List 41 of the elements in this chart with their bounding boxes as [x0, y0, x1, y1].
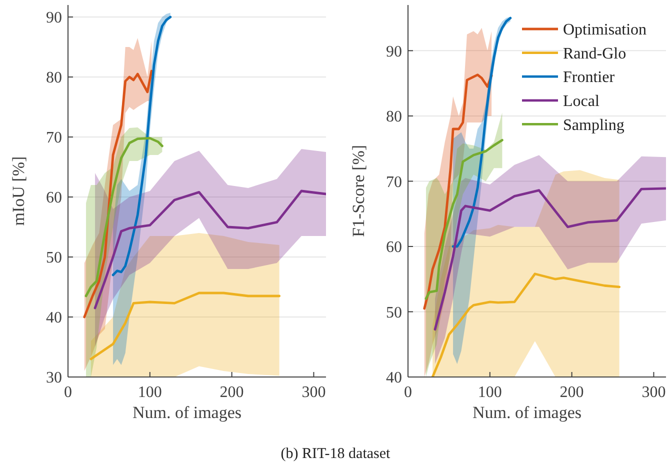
legend-label: Rand-Glo: [563, 45, 626, 62]
y-tick-label: 80: [46, 70, 62, 87]
y-tick-label: 60: [386, 239, 402, 256]
y-tick-label: 70: [386, 174, 402, 191]
x-tick-label: 200: [220, 384, 244, 401]
y-tick-label: 40: [46, 310, 62, 327]
y-tick-label: 80: [386, 108, 402, 126]
line-series: [94, 190, 326, 310]
legend-label: Frontier: [563, 69, 616, 86]
y-axis-title: mIoU [%]: [9, 156, 28, 226]
line-series: [434, 187, 666, 331]
y-tick-label: 50: [386, 304, 402, 322]
y-tick-label: 60: [46, 190, 62, 207]
x-tick-label: 0: [64, 384, 72, 401]
x-axis-title: Num. of images: [132, 402, 242, 422]
y-tick-label: 90: [46, 10, 62, 27]
y-tick-label: 30: [46, 370, 62, 387]
x-tick-label: 200: [560, 384, 584, 401]
legend-label: Sampling: [563, 116, 624, 134]
line-series: [424, 138, 504, 300]
x-tick-label: 100: [138, 384, 162, 401]
x-tick-label: 0: [404, 384, 412, 401]
line-series: [452, 16, 512, 248]
x-tick-label: 100: [478, 384, 502, 401]
x-axis-title: Num. of images: [472, 402, 582, 422]
line-series: [90, 292, 281, 360]
x-tick-label: 300: [642, 384, 666, 401]
line-series: [84, 137, 164, 298]
y-axis-title: F1-Score [%]: [349, 144, 368, 238]
line-series: [431, 272, 621, 377]
y-tick-label: 50: [46, 250, 62, 267]
legend-label: Local: [563, 93, 600, 110]
text: (b) RIT-18 dataset: [280, 446, 392, 462]
y-tick-label: 40: [386, 370, 402, 387]
line-series: [423, 74, 493, 310]
x-tick-label: 300: [302, 384, 326, 401]
legend-label: Optimisation: [563, 22, 647, 39]
line-series: [112, 16, 172, 276]
line-series: [83, 70, 153, 318]
y-tick-label: 70: [46, 130, 62, 147]
y-tick-label: 90: [386, 43, 402, 60]
